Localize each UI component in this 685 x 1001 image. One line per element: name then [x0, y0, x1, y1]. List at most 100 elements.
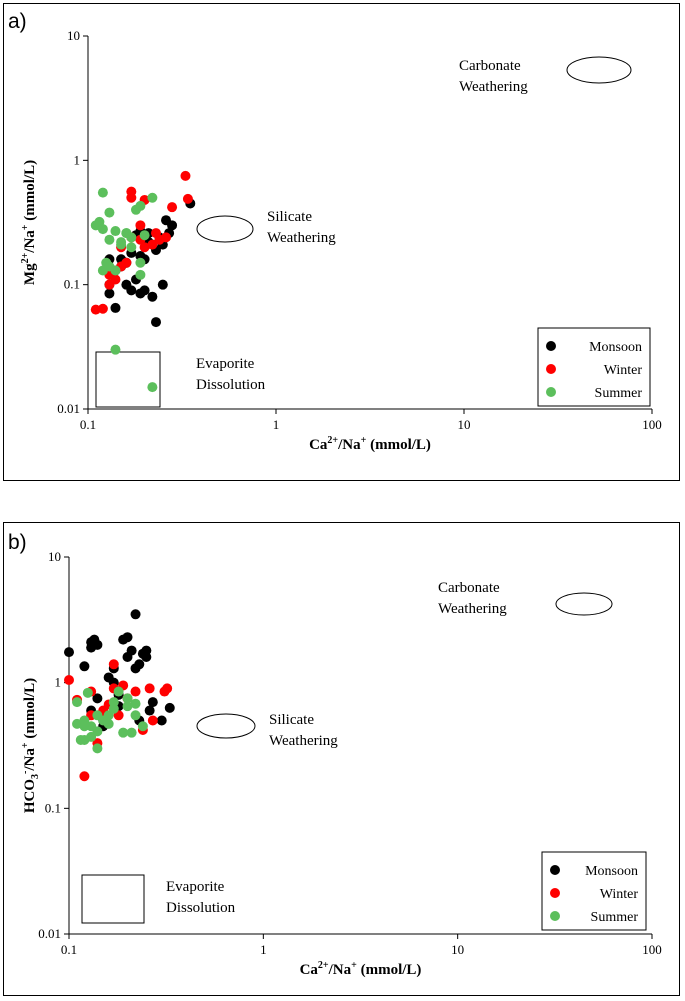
data-point — [141, 645, 152, 656]
data-point — [130, 698, 141, 709]
data-point — [89, 634, 100, 645]
annotation-text: Weathering — [459, 79, 528, 95]
data-point — [130, 609, 141, 620]
data-point — [147, 239, 158, 250]
data-point — [122, 632, 133, 643]
annotation-text: Evaporite — [196, 356, 255, 372]
legend-marker — [550, 865, 560, 875]
legend-marker — [546, 341, 556, 351]
data-point — [167, 220, 178, 231]
annotation-text: Weathering — [267, 230, 336, 246]
data-point — [156, 715, 167, 726]
data-point — [126, 186, 137, 197]
x-tick-label: 100 — [642, 417, 662, 432]
data-point — [110, 302, 121, 313]
y-tick-label: 0.01 — [57, 401, 80, 416]
data-point — [104, 261, 115, 272]
x-axis-title: Ca2+/Na+ (mmol/L) — [309, 435, 431, 453]
data-point — [113, 686, 124, 697]
data-point — [122, 693, 133, 704]
y-tick-label: 0.01 — [38, 926, 61, 941]
annotation-ellipse — [196, 713, 256, 739]
data-point — [103, 718, 114, 729]
y-axis-title: HCO3-/Na+ (mmol/L) — [20, 678, 41, 813]
data-point — [110, 274, 121, 285]
data-point — [79, 661, 90, 672]
x-tick-label: 100 — [642, 942, 662, 957]
data-point — [79, 715, 90, 726]
data-point — [82, 687, 93, 698]
x-axis-title: Ca2+/Na+ (mmol/L) — [300, 960, 422, 978]
legend-label: Summer — [591, 910, 639, 925]
x-tick-label: 0.1 — [61, 942, 77, 957]
data-point — [104, 288, 115, 299]
x-tick-label: 0.1 — [80, 417, 96, 432]
annotation-carbonate: Carbonate Weathering — [459, 56, 632, 95]
annotation-text: Carbonate — [459, 58, 521, 74]
annotation-evaporite: Evaporite Dissolution — [81, 874, 236, 924]
annotation-silicate: Silicate Weathering — [196, 209, 336, 246]
annotation-silicate: Silicate Weathering — [196, 712, 338, 749]
data-point — [139, 242, 150, 253]
data-point — [135, 257, 146, 268]
data-point — [130, 686, 141, 697]
panel-label: b) — [8, 531, 27, 554]
legend-label: Winter — [604, 363, 643, 378]
data-point — [92, 710, 103, 721]
data-point — [97, 303, 108, 314]
series-winter — [64, 659, 173, 782]
legend-marker — [546, 364, 556, 374]
annotation-rect — [95, 351, 161, 408]
data-point — [180, 170, 191, 181]
x-tick-label: 1 — [273, 417, 280, 432]
data-point — [135, 269, 146, 280]
data-point — [135, 200, 146, 211]
data-point — [122, 701, 133, 712]
annotation-ellipse — [196, 215, 254, 243]
legend-marker — [546, 387, 556, 397]
legend-label: Monsoon — [589, 340, 642, 355]
data-point — [182, 193, 193, 204]
annotation-text: Dissolution — [196, 377, 266, 393]
data-point — [151, 317, 162, 328]
legend-label: Summer — [595, 386, 643, 401]
y-tick-label: 1 — [74, 152, 81, 167]
data-point — [104, 234, 115, 245]
annotation-text: Carbonate — [438, 580, 500, 596]
data-point — [79, 771, 90, 782]
data-point — [92, 743, 103, 754]
chart-panel-a: a) 0.1 1 10 100 0.01 0.1 1 10 Ca2+/Na+ (mmol/L) Mg… — [3, 3, 680, 481]
annotation-evaporite: Evaporite Dissolution — [95, 351, 266, 408]
data-point — [126, 285, 137, 296]
y-tick-label: 1 — [55, 675, 62, 690]
data-point — [147, 697, 158, 708]
data-point — [130, 710, 141, 721]
data-point — [126, 242, 137, 253]
data-point — [108, 659, 119, 670]
data-point — [139, 230, 150, 241]
data-point — [139, 285, 150, 296]
chart-panel-b: b) 0.1 1 10 100 0.01 0.1 1 10 Ca2+/Na+ (mmol/L) HC… — [3, 522, 680, 996]
annotation-ellipse — [566, 56, 632, 84]
data-point — [134, 659, 145, 670]
data-point — [64, 675, 74, 686]
data-point — [161, 232, 172, 243]
series-summer — [90, 187, 158, 393]
data-point — [157, 279, 168, 290]
data-point — [97, 224, 108, 235]
data-point — [147, 715, 158, 726]
data-point — [104, 207, 115, 218]
data-point — [72, 697, 83, 708]
y-tick-label: 10 — [48, 549, 61, 564]
x-tick-label: 10 — [458, 417, 471, 432]
data-point — [92, 726, 103, 737]
data-point — [110, 344, 121, 355]
data-point — [144, 683, 155, 694]
legend-box — [537, 327, 651, 407]
legend-marker — [550, 911, 560, 921]
data-point — [126, 645, 137, 656]
data-point — [162, 683, 173, 694]
annotation-text: Dissolution — [166, 900, 236, 916]
annotation-text: Weathering — [438, 601, 507, 617]
